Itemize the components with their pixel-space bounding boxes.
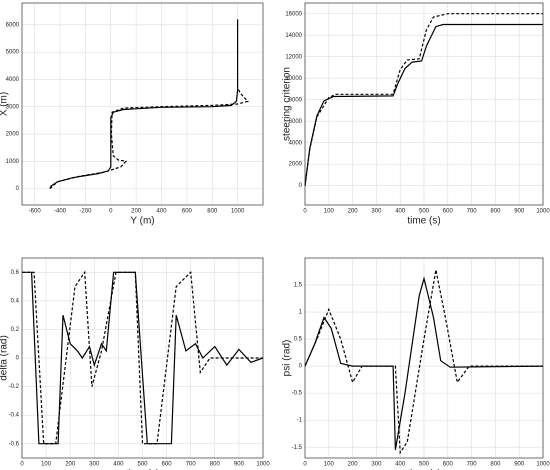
- x-tick-label: 200: [348, 209, 359, 215]
- x-tick-label: 0: [20, 462, 24, 468]
- data-line: [22, 270, 263, 445]
- y-tick-label: 6000: [289, 119, 303, 125]
- x-tick-label: 100: [324, 209, 335, 215]
- x-tick-label: 900: [514, 462, 525, 468]
- y-tick-label: 1: [299, 310, 303, 316]
- x-tick-label: 100: [324, 462, 335, 468]
- x-axis-label: Y (m): [130, 216, 154, 227]
- y-tick-label: 1000: [6, 159, 20, 165]
- x-tick-label: 800: [490, 462, 501, 468]
- x-tick-label: 600: [443, 462, 454, 468]
- x-tick-label: 300: [371, 209, 382, 215]
- y-tick-label: -0.5: [292, 391, 303, 397]
- y-tick-label: 12000: [285, 54, 302, 60]
- x-tick-label: 200: [131, 209, 142, 215]
- x-axis-label: time (s): [407, 469, 440, 470]
- plot-clip: [22, 270, 264, 445]
- x-tick-label: 500: [419, 209, 430, 215]
- y-tick-label: 2000: [6, 132, 20, 138]
- y-tick-label: 6000: [6, 22, 20, 28]
- data-line: [304, 13, 543, 186]
- x-axis-label: time (s): [407, 216, 440, 227]
- x-tick-label: 800: [210, 462, 221, 468]
- x-tick-label: 0: [303, 209, 307, 215]
- y-tick-label: -0.2: [9, 384, 20, 390]
- x-tick-label: 1000: [231, 209, 245, 215]
- x-tick-label: -600: [29, 209, 42, 215]
- y-tick-label: 4000: [289, 140, 303, 146]
- y-tick-label: 0: [299, 364, 303, 370]
- x-tick-label: 300: [371, 462, 382, 468]
- x-tick-label: -200: [79, 209, 92, 215]
- x-axis-label: time (s): [126, 469, 159, 470]
- x-tick-label: 200: [348, 462, 359, 468]
- plot-frame: [21, 2, 264, 206]
- x-tick-label: 600: [162, 462, 173, 468]
- data-line: [304, 23, 543, 186]
- y-tick-label: -0.6: [9, 441, 20, 447]
- data-line: [304, 276, 544, 450]
- y-tick-label: 0.4: [11, 298, 20, 304]
- y-tick-label: -1.5: [292, 445, 303, 451]
- x-tick-label: 300: [89, 462, 100, 468]
- y-tick-label: 14000: [285, 33, 302, 39]
- x-tick-label: 700: [467, 209, 478, 215]
- y-tick-label: 16000: [285, 11, 302, 17]
- plot-area: [22, 3, 263, 205]
- y-tick-label: 0.6: [11, 270, 20, 276]
- plot-frame: [21, 257, 264, 459]
- y-axis-label: X (m): [0, 92, 10, 116]
- plot-clip: [304, 269, 544, 455]
- x-tick-label: 700: [186, 462, 197, 468]
- x-tick-label: 0: [303, 462, 307, 468]
- x-tick-label: 400: [395, 209, 406, 215]
- y-tick-label: 0: [16, 356, 20, 362]
- y-tick-label: 8000: [289, 97, 303, 103]
- x-tick-label: 100: [41, 462, 52, 468]
- x-tick-label: 800: [207, 209, 218, 215]
- x-tick-label: 900: [234, 462, 245, 468]
- plot-frame: [304, 257, 544, 459]
- plot-frame: [304, 2, 544, 206]
- y-axis-label: psi (rad): [282, 340, 293, 377]
- x-tick-label: 600: [443, 209, 454, 215]
- data-line: [304, 269, 543, 455]
- plot-clip: [49, 19, 249, 190]
- x-tick-label: 900: [514, 209, 525, 215]
- y-tick-label: 5000: [6, 50, 20, 56]
- y-tick-label: 2000: [289, 162, 303, 168]
- x-tick-label: 400: [157, 209, 168, 215]
- y-tick-label: -1: [297, 418, 303, 424]
- y-tick-label: 0: [299, 183, 303, 189]
- data-line: [49, 87, 249, 190]
- x-tick-label: -400: [54, 209, 67, 215]
- y-tick-label: 0: [16, 186, 20, 192]
- x-tick-label: 600: [182, 209, 193, 215]
- y-tick-label: 0.2: [11, 327, 20, 333]
- x-tick-label: 0: [109, 209, 113, 215]
- x-tick-label: 800: [490, 209, 501, 215]
- x-tick-label: 700: [467, 462, 478, 468]
- x-tick-label: 1000: [536, 462, 550, 468]
- x-tick-label: 1000: [536, 209, 550, 215]
- x-tick-label: 1000: [256, 462, 270, 468]
- y-tick-label: 10000: [285, 76, 302, 82]
- x-tick-label: 500: [419, 462, 430, 468]
- y-tick-label: -0.4: [9, 413, 20, 419]
- x-tick-label: 500: [137, 462, 148, 468]
- data-line: [49, 19, 239, 189]
- y-axis-label: delta (rad): [0, 335, 10, 381]
- y-tick-label: 1.5: [294, 283, 303, 289]
- y-tick-label: 0.5: [294, 337, 303, 343]
- y-tick-label: 3000: [6, 104, 20, 110]
- data-line: [22, 271, 264, 445]
- x-tick-label: 200: [65, 462, 76, 468]
- x-tick-label: 400: [113, 462, 124, 468]
- plot-clip: [304, 13, 543, 186]
- y-axis-label: steering criterion: [282, 67, 293, 141]
- x-tick-label: 400: [395, 462, 406, 468]
- y-tick-label: 4000: [6, 77, 20, 83]
